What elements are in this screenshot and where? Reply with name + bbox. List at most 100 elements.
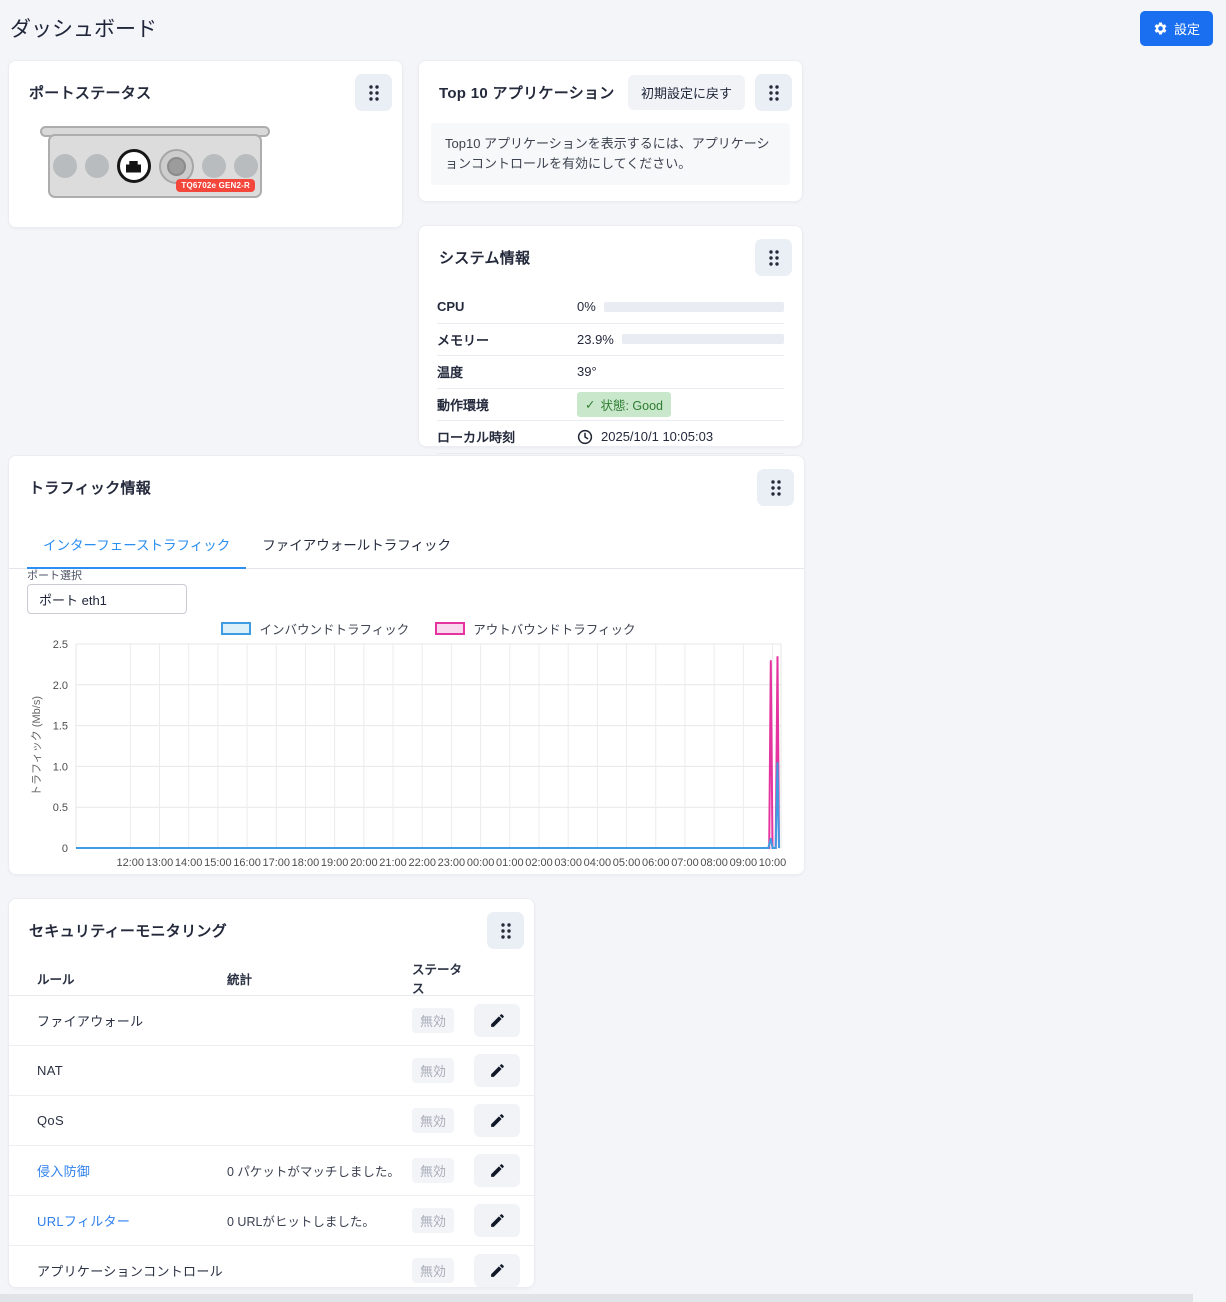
status-badge: 無効 <box>412 1258 455 1283</box>
svg-text:0: 0 <box>62 843 68 855</box>
drag-handle-icon[interactable] <box>355 74 392 111</box>
cpu-row: CPU 0% <box>437 291 784 324</box>
svg-text:06:00: 06:00 <box>642 857 670 869</box>
svg-text:17:00: 17:00 <box>262 857 290 869</box>
ethernet-jack-glyph <box>126 161 141 173</box>
reset-defaults-button[interactable]: 初期設定に戻す <box>627 75 745 110</box>
status-badge: 無効 <box>412 1108 455 1133</box>
local-time-label: ローカル時刻 <box>437 430 516 446</box>
port-select-input[interactable]: ポート eth1 <box>27 584 187 614</box>
inbound-swatch-icon <box>221 622 252 635</box>
cpu-label: CPU <box>437 299 465 315</box>
table-row: URLフィルター 0 URLがヒットしました。 無効 <box>9 1196 534 1246</box>
local-time-row: ローカル時刻 2025/10/1 10:05:03 <box>437 421 784 454</box>
top-applications-title: Top 10 アプリケーション <box>439 85 615 102</box>
svg-text:2.0: 2.0 <box>53 680 68 692</box>
port-status-card: ポートステータス TQ6702e GEN2-R <box>8 60 403 228</box>
svg-text:18:00: 18:00 <box>292 857 320 869</box>
edit-button[interactable] <box>474 1104 520 1137</box>
rule-name[interactable]: 侵入防御 <box>37 1164 91 1179</box>
rule-name[interactable]: URLフィルター <box>37 1214 131 1229</box>
rule-name: QoS <box>37 1113 64 1128</box>
cpu-progress-bar <box>603 301 784 312</box>
port-circle-1[interactable] <box>52 154 77 178</box>
temperature-row: 温度 39° <box>437 356 784 389</box>
svg-text:15:00: 15:00 <box>204 857 232 869</box>
svg-text:03:00: 03:00 <box>554 857 582 869</box>
app-control-notice: Top10 アプリケーションを表示するには、アプリケーションコントロールを有効に… <box>431 123 790 186</box>
drag-handle-icon[interactable] <box>755 74 792 111</box>
status-badge: 無効 <box>412 1208 455 1233</box>
drag-handle-icon[interactable] <box>755 239 792 276</box>
svg-text:04:00: 04:00 <box>584 857 612 869</box>
status-badge: 無効 <box>412 1008 455 1033</box>
port-circle-2[interactable] <box>84 154 109 178</box>
table-row: アプリケーションコントロール 無効 <box>9 1246 534 1296</box>
pencil-icon <box>490 1214 504 1227</box>
chart-legend: インバウンドトラフィック アウトバウンドトラフィック <box>76 619 781 638</box>
drag-handle-icon[interactable] <box>757 469 794 506</box>
temperature-label: 温度 <box>437 365 464 381</box>
legend-outbound[interactable]: アウトバウンドトラフィック <box>435 619 636 638</box>
table-row: NAT 無効 <box>9 1046 534 1096</box>
svg-text:20:00: 20:00 <box>350 857 378 869</box>
pencil-icon <box>490 1114 504 1127</box>
svg-text:12:00: 12:00 <box>117 857 145 869</box>
port-circle-6[interactable] <box>233 154 258 178</box>
svg-text:08:00: 08:00 <box>700 857 728 869</box>
rule-name: ファイアウォール <box>37 1014 144 1029</box>
svg-text:01:00: 01:00 <box>496 857 524 869</box>
status-badge: 無効 <box>412 1158 455 1183</box>
tab-interface-traffic[interactable]: インターフェーストラフィック <box>27 524 247 569</box>
security-table-body: ファイアウォール 無効 NAT 無効 QoS 無効 侵入防御 0 パケットがマッ… <box>9 996 534 1296</box>
horizontal-scrollbar[interactable] <box>0 1294 1193 1302</box>
system-info-title: システム情報 <box>439 250 531 267</box>
svg-text:05:00: 05:00 <box>613 857 641 869</box>
svg-text:22:00: 22:00 <box>408 857 436 869</box>
svg-text:13:00: 13:00 <box>146 857 174 869</box>
column-stats: 統計 <box>227 972 253 987</box>
legend-inbound[interactable]: インバウンドトラフィック <box>221 619 409 638</box>
svg-text:09:00: 09:00 <box>730 857 758 869</box>
column-status: ステータス <box>412 963 463 996</box>
edit-button[interactable] <box>474 1254 520 1287</box>
edit-button[interactable] <box>474 1154 520 1187</box>
antenna-port-icon[interactable] <box>158 148 194 184</box>
svg-text:14:00: 14:00 <box>175 857 203 869</box>
edit-button[interactable] <box>474 1004 520 1037</box>
system-info-table: CPU 0% メモリー 23.9% 温度 39° 動作環境 <box>437 291 784 454</box>
traffic-title: トラフィック情報 <box>29 480 152 497</box>
ethernet-port-icon[interactable] <box>116 149 151 183</box>
settings-button-label: 設定 <box>1173 22 1200 37</box>
table-row: QoS 無効 <box>9 1096 534 1146</box>
system-info-card: システム情報 CPU 0% メモリー 23.9% 温度 <box>418 225 803 454</box>
device-model-badge: TQ6702e GEN2-R <box>176 179 255 192</box>
port-circle-5[interactable] <box>201 154 226 178</box>
pencil-icon <box>490 1064 504 1077</box>
svg-text:00:00: 00:00 <box>467 857 495 869</box>
settings-button[interactable]: 設定 <box>1139 11 1213 46</box>
svg-text:21:00: 21:00 <box>379 857 407 869</box>
port-status-title: ポートステータス <box>29 85 152 102</box>
traffic-line-chart[interactable]: 0 0.5 1.0 1.5 2.0 2.5 12:00 13:00 14:00 15:00 16:0… <box>27 636 806 871</box>
svg-text:1.0: 1.0 <box>53 761 68 773</box>
status-good-text: 状態: Good <box>600 398 664 413</box>
edit-button[interactable] <box>474 1204 520 1237</box>
rule-stat: 0 パケットがマッチしました。 <box>227 1165 400 1179</box>
svg-text:16:00: 16:00 <box>233 857 261 869</box>
svg-text:0.5: 0.5 <box>53 802 68 814</box>
table-row: 侵入防御 0 パケットがマッチしました。 無効 <box>9 1146 534 1196</box>
environment-label: 動作環境 <box>437 397 490 413</box>
device-illustration: TQ6702e GEN2-R <box>39 126 271 198</box>
temperature-value: 39° <box>577 364 597 380</box>
status-good-badge: ✓ 状態: Good <box>577 391 672 417</box>
environment-row: 動作環境 ✓ 状態: Good <box>437 389 784 421</box>
memory-value: 23.9% <box>577 331 614 347</box>
pencil-icon <box>490 1264 504 1277</box>
edit-button[interactable] <box>474 1054 520 1087</box>
outbound-swatch-icon <box>435 622 466 635</box>
tab-firewall-traffic[interactable]: ファイアウォールトラフィック <box>262 538 451 553</box>
rule-name: アプリケーションコントロール <box>37 1264 223 1279</box>
drag-handle-icon[interactable] <box>487 912 524 949</box>
